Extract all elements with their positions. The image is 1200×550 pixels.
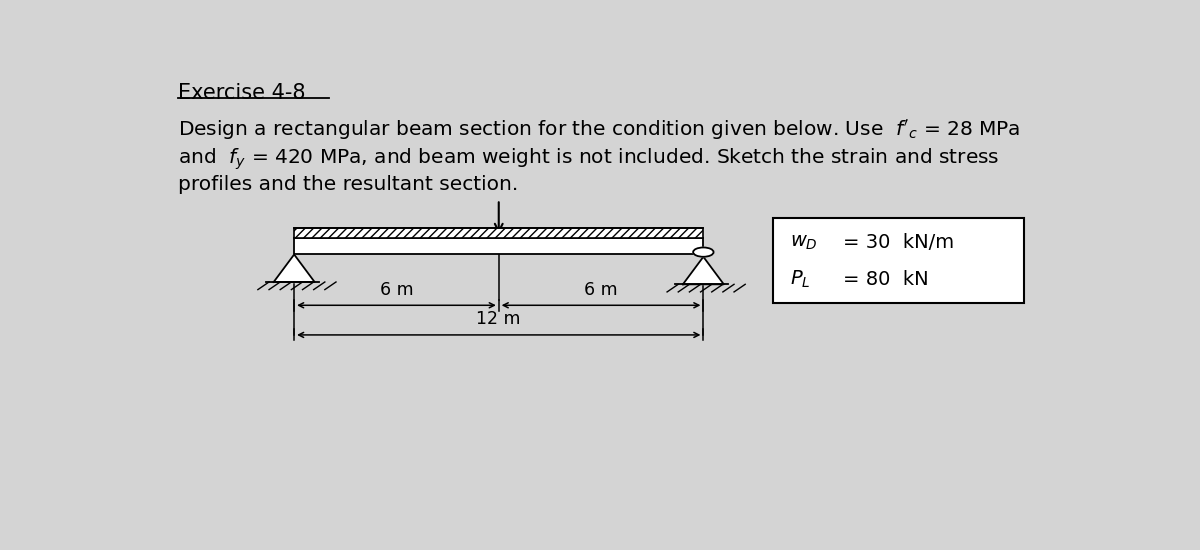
Text: and  $f_y$ = 420 MPa, and beam weight is not included. Sketch the strain and str: and $f_y$ = 420 MPa, and beam weight is … [178, 146, 1000, 172]
Bar [294, 238, 703, 255]
Text: $w_D$: $w_D$ [790, 233, 817, 252]
Text: = 80  kN: = 80 kN [842, 270, 929, 289]
Text: Design a rectangular beam section for the condition given below. Use  $f'_c$ = 2: Design a rectangular beam section for th… [178, 118, 1020, 142]
Text: Exercise 4-8: Exercise 4-8 [178, 83, 305, 103]
Bar [294, 228, 703, 238]
Text: profiles and the resultant section.: profiles and the resultant section. [178, 175, 518, 194]
Text: 6 m: 6 m [584, 280, 618, 299]
Bar [773, 218, 1025, 303]
Text: = 30  kN/m: = 30 kN/m [842, 233, 954, 252]
Text: $P_L$: $P_L$ [790, 269, 810, 290]
Text: 12 m: 12 m [476, 310, 521, 328]
Polygon shape [683, 257, 724, 284]
Circle shape [694, 248, 714, 257]
Text: 6 m: 6 m [379, 280, 413, 299]
Polygon shape [274, 255, 314, 282]
